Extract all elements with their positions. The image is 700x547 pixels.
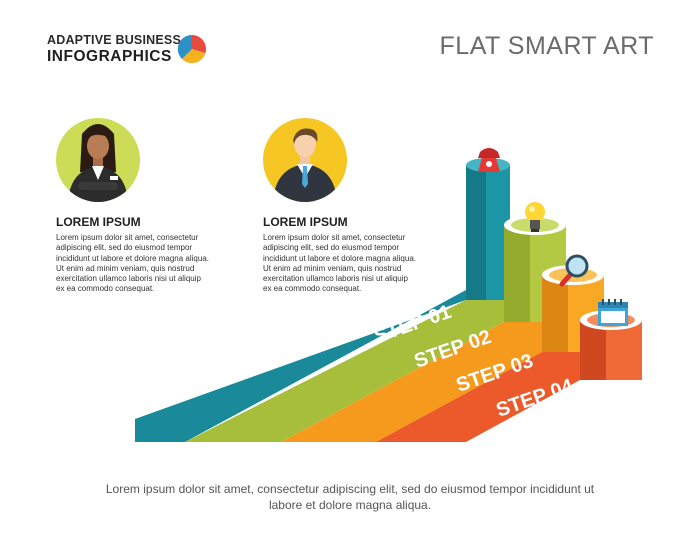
calendar-icon — [598, 299, 628, 326]
pie-chart-icon — [177, 34, 206, 64]
telephone-icon — [478, 148, 500, 172]
magnifier-icon — [559, 254, 589, 287]
businesswoman-avatar — [56, 118, 140, 202]
logo-line1: ADAPTIVE BUSINESS — [47, 33, 181, 47]
profile-title-2: LOREM IPSUM — [263, 215, 348, 229]
profile-text-1: Lorem ipsum dolor sit amet, consectetur … — [56, 233, 209, 294]
lightbulb-icon — [525, 202, 545, 232]
logo-line2: INFOGRAPHICS — [47, 48, 172, 65]
step-01 — [135, 158, 510, 442]
profile-text-2: Lorem ipsum dolor sit amet, consectetur … — [263, 233, 416, 294]
profile-title-1: LOREM IPSUM — [56, 215, 141, 229]
footer-text: Lorem ipsum dolor sit amet, consectetur … — [105, 482, 595, 512]
logo: ADAPTIVE BUSINESS INFOGRAPHICS — [47, 33, 181, 66]
page-title: FLAT SMART ART — [439, 32, 654, 60]
businessman-avatar — [263, 118, 347, 202]
